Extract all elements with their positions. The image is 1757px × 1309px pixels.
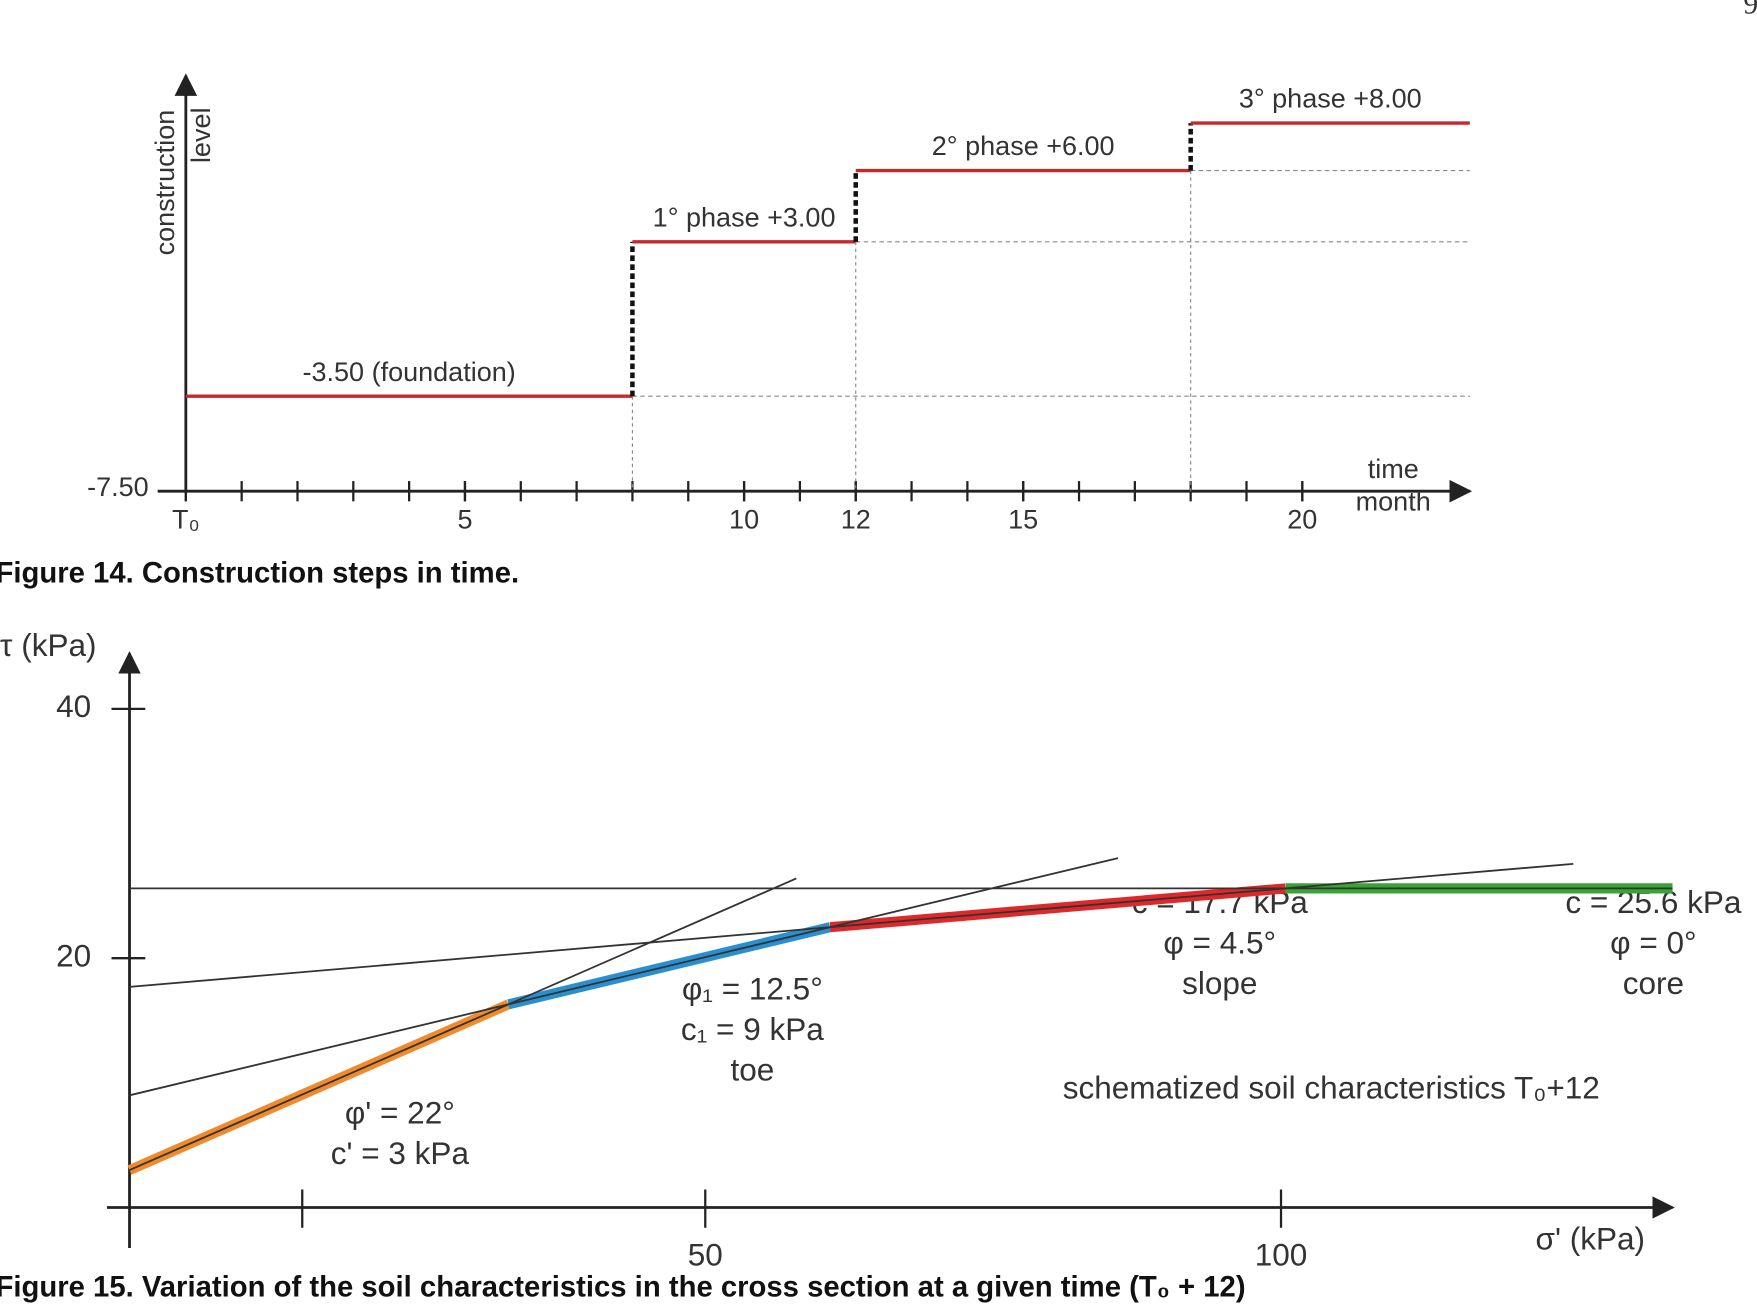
zone-label: c' = 3 kPa (331, 1135, 470, 1171)
zone-label: φ₁ = 12.5° (682, 971, 823, 1007)
y-axis-label: construction (150, 110, 180, 256)
strength-line (129, 877, 797, 1171)
figure-14: T₀ 5 10 12 15 20 -7.50 construction level timemon… (87, 73, 1473, 535)
step-label: 2° phase +6.00 (932, 131, 1115, 161)
x-tick-label: 50 (688, 1236, 723, 1272)
zone-label: φ = 0° (1610, 924, 1696, 960)
strength-line (129, 857, 1119, 1097)
caption: Figure 14. Construction steps in time. (0, 556, 519, 589)
y-tick-label: -7.50 (87, 472, 149, 502)
x-tick-label: 5 (457, 505, 472, 535)
zone-label: core (1623, 965, 1684, 1001)
zone-label: φ' = 22° (345, 1094, 455, 1130)
caption: Figure 15. Variation of the soil charact… (0, 1270, 1246, 1303)
x-tick-label: 12 (841, 505, 871, 535)
y-tick-label: 40 (56, 688, 91, 724)
zone-label: c₁ = 9 kPa (681, 1011, 824, 1047)
y-axis-label: level (186, 108, 216, 164)
x-tick-label: T₀ (172, 505, 200, 535)
x-tick-label: 15 (1008, 505, 1038, 535)
x-tick-label: 20 (1287, 505, 1317, 535)
step-label: 1° phase +3.00 (653, 202, 836, 232)
figure-15: 20 40 50 100 τ (kPa) σ' (kPa) schematized soil… (0, 627, 1742, 1272)
x-axis-label: time (1368, 454, 1419, 484)
zone-label: slope (1182, 965, 1257, 1001)
y-tick-label: 20 (56, 938, 91, 974)
zone-label: toe (730, 1052, 774, 1088)
strength-line (129, 862, 1574, 988)
x-axis-label: σ' (kPa) (1536, 1221, 1646, 1257)
x-axis-label: month (1356, 487, 1431, 517)
step-label: 3° phase +8.00 (1239, 84, 1422, 114)
y-axis-label: τ (kPa) (0, 627, 97, 663)
x-tick-label: 10 (729, 505, 759, 535)
page-number: 9 (1743, 0, 1757, 21)
annotation: schematized soil characteristics T₀+12 (1063, 1070, 1600, 1106)
x-tick-label: 100 (1255, 1236, 1308, 1272)
step-label: -3.50 (foundation) (303, 357, 516, 387)
zone-label: φ = 4.5° (1163, 924, 1276, 960)
